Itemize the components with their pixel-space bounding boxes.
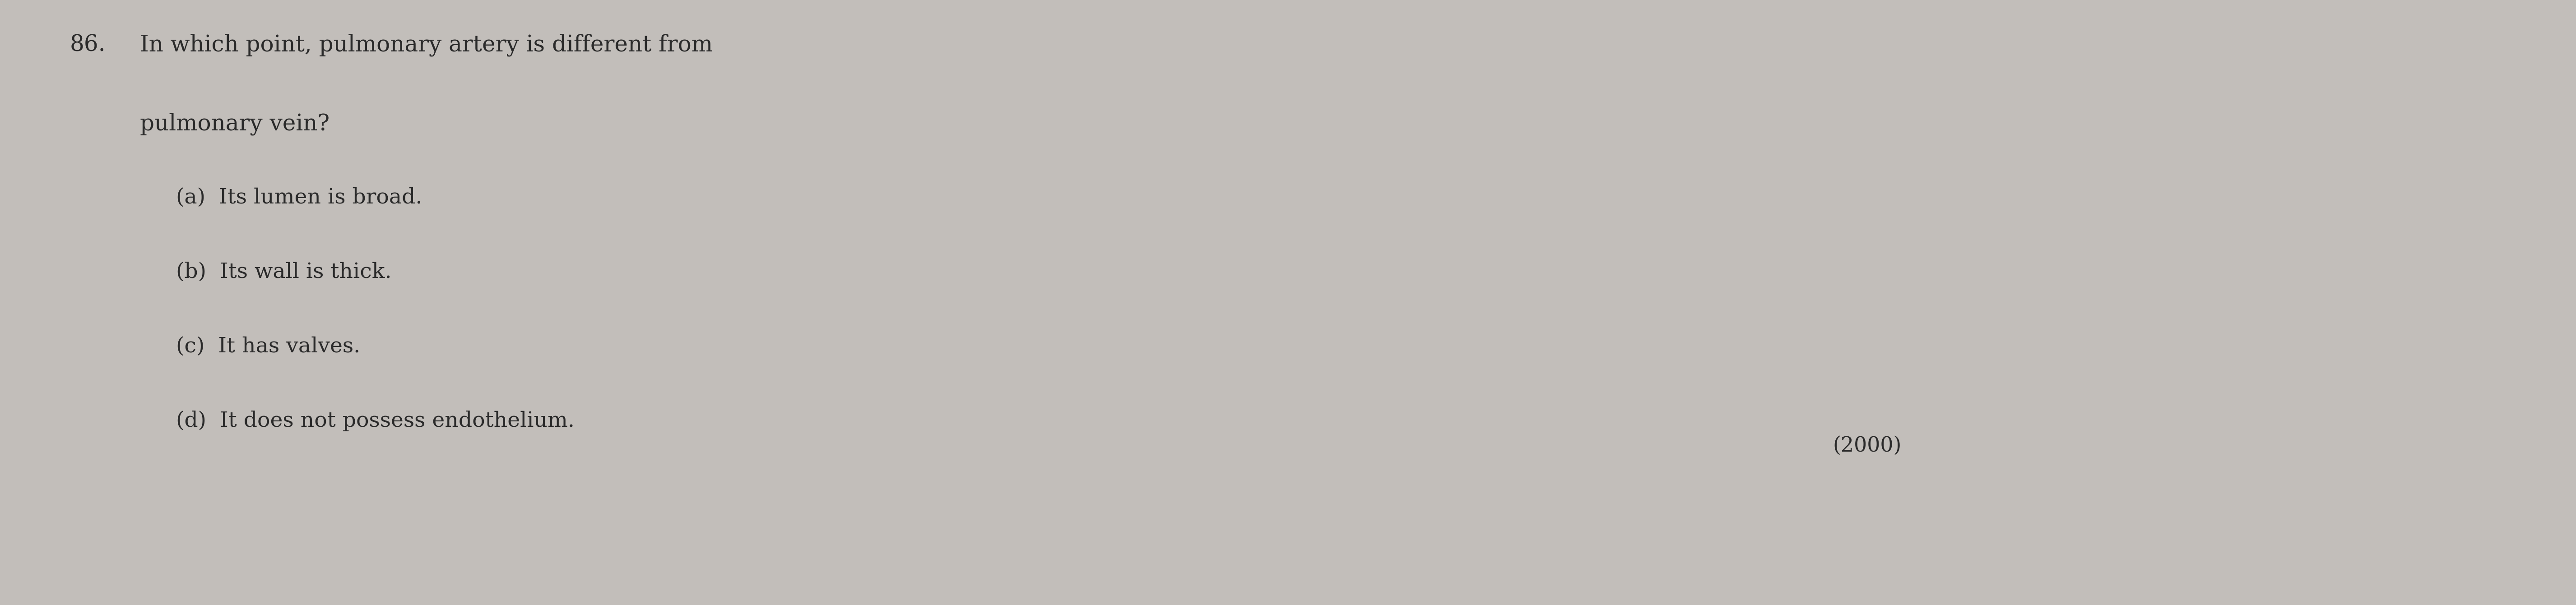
Text: pulmonary vein?: pulmonary vein? [139,113,330,136]
Text: (a)  Its lumen is broad.: (a) Its lumen is broad. [175,187,422,208]
Text: 86.: 86. [70,34,106,56]
Text: (d)  It does not possess endothelium.: (d) It does not possess endothelium. [175,411,574,431]
Text: (2000): (2000) [1832,436,1901,456]
Text: (c)  It has valves.: (c) It has valves. [175,336,361,356]
Text: (b)  Its wall is thick.: (b) Its wall is thick. [175,262,392,282]
Text: In which point, pulmonary artery is different from: In which point, pulmonary artery is diff… [139,34,714,56]
